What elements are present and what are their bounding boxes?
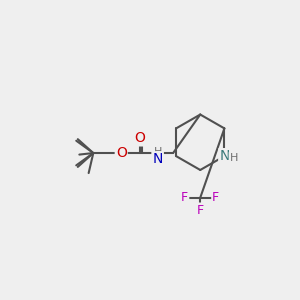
Text: N: N [152,152,163,166]
Text: F: F [197,203,204,217]
Text: F: F [212,191,219,204]
Text: N: N [219,149,230,163]
Text: O: O [134,131,145,146]
Text: H: H [153,147,162,157]
Text: H: H [230,153,238,163]
Text: O: O [116,146,127,160]
Text: F: F [181,191,188,204]
